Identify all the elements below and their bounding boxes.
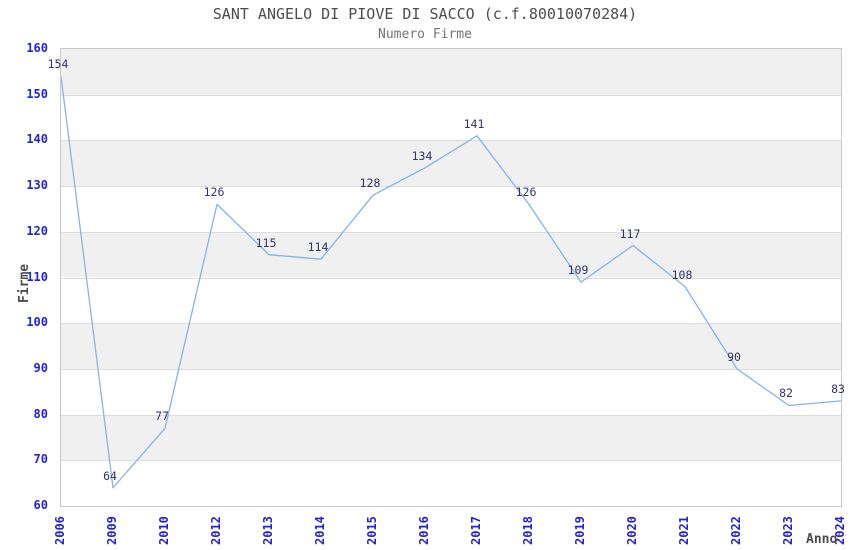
plot-area xyxy=(60,48,842,507)
data-point-label: 128 xyxy=(359,176,381,191)
chart-title: SANT ANGELO DI PIOVE DI SACCO (c.f.80010… xyxy=(212,5,638,23)
x-tick-label: 2018 xyxy=(521,516,535,545)
plot-band xyxy=(61,186,841,232)
x-tick-label: 2023 xyxy=(781,516,795,545)
gridline xyxy=(61,277,841,279)
plot-band xyxy=(61,140,841,187)
series-line xyxy=(61,76,841,489)
data-point-label: 141 xyxy=(463,116,485,131)
gridline xyxy=(61,460,841,462)
y-tick-label: 140 xyxy=(26,132,48,147)
plot-band xyxy=(61,460,841,506)
y-tick-label: 100 xyxy=(26,315,48,330)
data-point-label: 114 xyxy=(307,240,329,255)
data-point-label: 134 xyxy=(411,148,433,163)
data-point-label: 83 xyxy=(831,381,845,396)
x-tick-label: 2013 xyxy=(261,516,275,545)
y-tick-label: 120 xyxy=(26,223,48,238)
x-tick-label: 2010 xyxy=(157,516,171,545)
gridline xyxy=(61,140,841,142)
gridline xyxy=(61,368,841,370)
plot-band xyxy=(61,231,841,278)
y-tick-label: 110 xyxy=(26,269,48,284)
x-tick-label: 2020 xyxy=(625,516,639,545)
data-point-label: 77 xyxy=(155,409,169,424)
plot-band xyxy=(61,368,841,415)
y-tick-label: 130 xyxy=(26,178,48,193)
gridline xyxy=(61,323,841,325)
data-point-label: 117 xyxy=(619,226,641,241)
y-tick-label: 160 xyxy=(26,41,48,55)
x-tick-label: 2022 xyxy=(729,516,743,545)
plot-band xyxy=(61,94,841,141)
y-tick-label: 60 xyxy=(33,498,48,512)
gridline xyxy=(61,186,841,188)
data-point-label: 109 xyxy=(567,263,589,278)
data-point-label: 126 xyxy=(515,185,537,200)
x-tick-label: 2021 xyxy=(677,516,691,545)
gridline xyxy=(61,414,841,416)
x-axis-title: Anno xyxy=(806,532,838,547)
x-tick-label: 2019 xyxy=(573,516,587,545)
data-point-label: 126 xyxy=(203,185,225,200)
data-point-label: 64 xyxy=(103,468,117,483)
plot-band xyxy=(61,49,841,95)
plot-band xyxy=(61,414,841,461)
x-tick-label: 2012 xyxy=(209,516,223,545)
x-tick-label: 2014 xyxy=(313,516,327,545)
y-tick-label: 80 xyxy=(33,406,48,421)
x-tick-label: 2006 xyxy=(53,516,67,545)
data-point-label: 108 xyxy=(671,267,693,282)
data-point-label: 115 xyxy=(255,235,277,250)
data-point-label: 82 xyxy=(779,386,793,401)
y-tick-label: 90 xyxy=(33,360,48,375)
x-tick-label: 2015 xyxy=(365,516,379,545)
data-point-label: 90 xyxy=(727,349,741,364)
line-series xyxy=(61,76,841,489)
x-tick-label: 2016 xyxy=(417,516,431,545)
gridline xyxy=(61,231,841,233)
data-point-label: 154 xyxy=(47,57,69,72)
gridline xyxy=(61,94,841,96)
x-tick-label: 2009 xyxy=(105,516,119,545)
y-tick-label: 70 xyxy=(33,452,48,467)
x-tick-label: 2017 xyxy=(469,516,483,545)
y-tick-label: 150 xyxy=(26,86,48,101)
plot-band xyxy=(61,323,841,369)
chart-subtitle: Numero Firme xyxy=(378,27,472,42)
